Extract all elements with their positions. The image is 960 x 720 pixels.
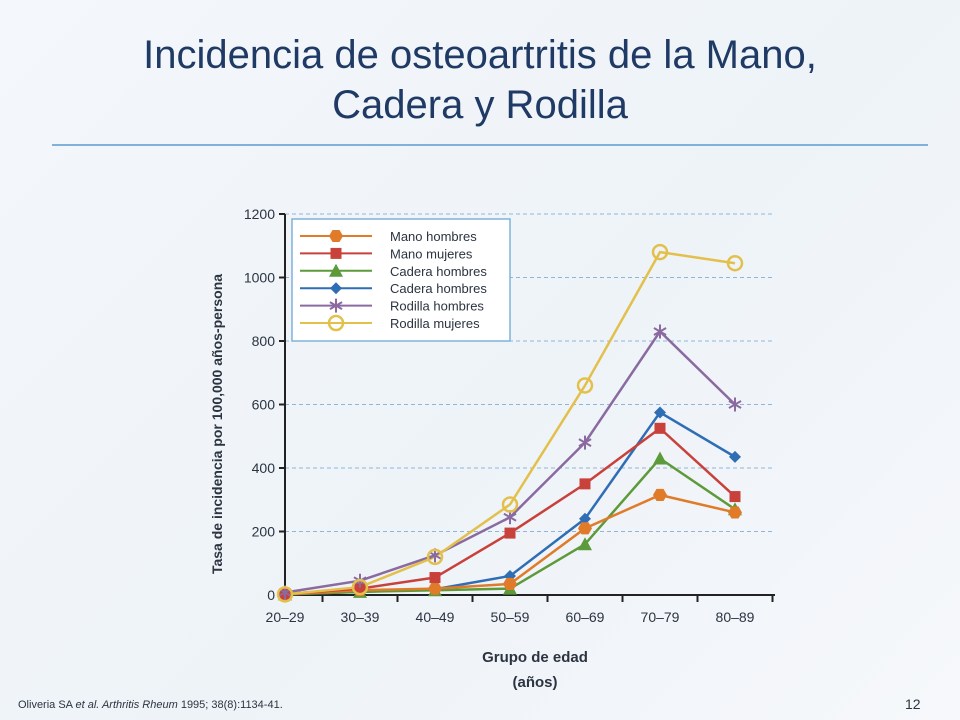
y-tick-label-5: 1000: [244, 270, 275, 286]
x-axis-title-line1: Grupo de edad: [482, 649, 588, 666]
legend-item-5: Rodilla mujeres: [300, 314, 480, 332]
legend-item-2: Cadera hombres: [300, 263, 487, 279]
legend-label-5: Rodilla mujeres: [390, 316, 480, 331]
series-0-point-2: [428, 582, 442, 595]
page-number: 12: [905, 696, 921, 712]
legend-label-3: Cadera hombres: [390, 281, 487, 296]
slide-title-line2: Cadera y Rodilla: [332, 83, 628, 127]
series-5-point-4: [576, 377, 594, 394]
legend-item-1: Mano mujeres: [300, 246, 473, 261]
x-tick-label-5: 70–79: [641, 609, 680, 625]
y-tick-label-4: 800: [252, 333, 276, 349]
y-tick-label-2: 400: [252, 460, 276, 476]
citation-details: 1995; 38(8):1134-41.: [177, 699, 283, 711]
legend-label-4: Rodilla hombres: [390, 299, 484, 314]
citation: Oliveria SA et al. Arthritis Rheum 1995;…: [18, 699, 283, 711]
x-tick-label-4: 60–69: [566, 609, 605, 625]
series-5-point-2: [426, 548, 444, 566]
legend-item-0: Mano hombres: [300, 229, 477, 244]
legend-item-4: Rodilla hombres: [300, 298, 484, 314]
legend-label-1: Mano mujeres: [390, 246, 473, 261]
y-tick-label-3: 600: [252, 397, 276, 413]
series-0-point-5: [653, 488, 667, 502]
series-5-point-1: [351, 578, 369, 596]
y-tick-label-0: 0: [267, 587, 275, 603]
series-1-point-4: [579, 478, 591, 490]
series-1-point-1: [354, 583, 366, 595]
series-5-point-3: [501, 496, 519, 513]
series-line-4: [284, 329, 736, 594]
x-tick-label-2: 40–49: [416, 609, 455, 625]
x-tick-label-6: 80–89: [716, 609, 755, 625]
legend-marker-1: [330, 247, 342, 259]
series-2-point-5: [653, 451, 667, 465]
series-1-point-2: [429, 572, 441, 584]
legend-marker-0: [329, 229, 343, 243]
series-3-point-4: [579, 512, 591, 525]
legend-marker-2: [329, 263, 343, 277]
series-5-point-5: [651, 243, 669, 261]
series-4-point-5: [653, 324, 667, 339]
x-tick-label-0: 20–29: [266, 609, 305, 625]
series-0-point-6: [728, 506, 742, 519]
slide-title-line1: Incidencia de osteoartritis de la Mano,: [143, 33, 817, 77]
series-5-point-0: [276, 586, 294, 603]
series-3-point-6: [729, 450, 741, 463]
legend-marker-4: [329, 298, 343, 313]
legend: Mano hombres Mano mujeres Cadera hombres Ca…: [291, 218, 511, 342]
legend-marker-5: [327, 314, 345, 332]
legend-item-3: Cadera hombres: [300, 281, 487, 296]
citation-authors: Oliveria SA: [18, 699, 76, 711]
y-tick-label-1: 200: [252, 524, 276, 540]
y-tick-label-6: 1200: [244, 206, 275, 222]
citation-journal: et al. Arthritis Rheum: [75, 699, 178, 711]
series-4-point-4: [578, 435, 592, 450]
series-0-point-3: [503, 577, 517, 590]
series-0-point-4: [578, 522, 592, 535]
series-4-point-6: [728, 397, 742, 412]
series-3-point-5: [654, 406, 666, 419]
title-divider: [52, 144, 928, 146]
x-tick-label-1: 30–39: [341, 609, 380, 625]
y-axis-title: Tasa de incidencia por 100,000 años-pers…: [209, 274, 225, 574]
legend-label-0: Mano hombres: [390, 229, 477, 244]
series-1-point-5: [654, 422, 666, 434]
series-2-point-4: [578, 537, 592, 551]
series-1-point-3: [504, 527, 516, 539]
series-5-point-6: [726, 254, 744, 272]
x-tick-label-3: 50–59: [491, 609, 530, 625]
slide-title: Incidencia de osteoartritis de la Mano, …: [40, 30, 920, 130]
legend-marker-3: [330, 282, 342, 295]
legend-label-2: Cadera hombres: [390, 264, 487, 279]
x-axis-title-line2: (años): [513, 674, 558, 691]
series-1-point-6: [729, 491, 741, 503]
